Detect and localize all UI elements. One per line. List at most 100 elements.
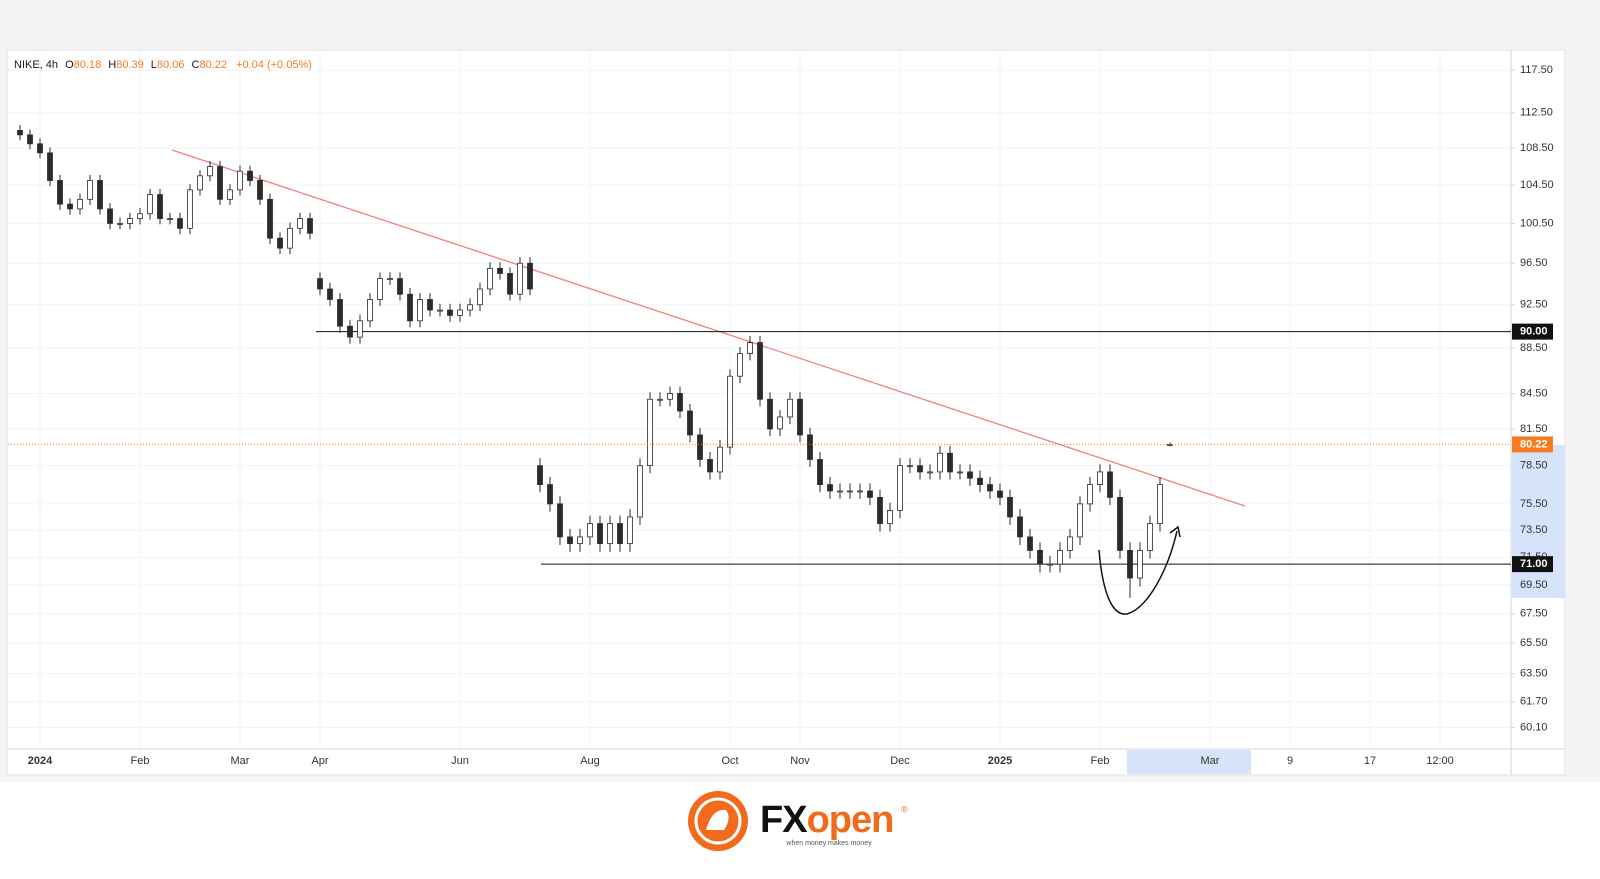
y-tick-label: 112.50 [1520,107,1553,119]
low-value: 80.06 [157,59,185,71]
x-tick-label: 2024 [28,755,53,767]
symbol: NIKE, 4h [14,59,58,71]
level-label: 90.00 [1520,326,1548,338]
candle-body [57,180,63,205]
ohlc-legend: NIKE, 4h O80.18 H80.39 L80.06 C80.22 +0.… [14,59,312,71]
brand: FXopen [760,799,893,841]
candle-body [127,218,133,224]
candle-body [87,180,93,200]
candle-body [887,509,893,524]
candle-body [397,278,403,295]
y-tick-label: 117.50 [1520,64,1553,76]
y-tick-label: 88.50 [1520,342,1548,354]
high-value: 80.39 [116,59,144,71]
candle-body [1047,563,1053,566]
logo-ring [694,797,742,845]
candle-body [727,375,733,448]
candle-body [677,393,683,412]
candle-body [967,471,973,479]
candle-body [1087,484,1093,505]
candle-body [197,175,203,191]
brand-right: open [807,799,894,841]
candle-body [467,304,473,311]
close-letter: C [192,59,200,71]
footer-logo: FXopen ® when money makes money [688,791,908,851]
candle-body [827,484,833,492]
brand-left: FX [760,799,808,841]
candle-body [757,342,763,400]
grid [8,50,1511,749]
level-label: 71.00 [1520,558,1548,570]
candle-body [307,218,313,234]
y-tick-label: 84.50 [1520,387,1548,399]
candle-body [77,198,83,210]
candle-body [237,170,243,191]
candle-body [987,484,993,492]
candle-body [427,299,433,311]
candle-body [107,208,113,224]
candle-body [977,477,983,485]
candle-body [877,497,883,524]
candle-body [617,523,623,545]
candle-body [287,227,293,249]
candle-body [897,465,903,511]
candle-body [227,189,233,200]
last-price-tag [1512,436,1553,453]
x-tick-label: Dec [890,755,910,767]
candle-body [137,213,143,219]
candle-body [387,278,393,281]
candle-body [37,143,43,154]
candle-body [917,465,923,473]
close-value: 80.22 [199,59,227,71]
footer-panel [0,782,1600,879]
x-tick-label: Feb [131,755,150,767]
candle-body [1027,536,1033,551]
level-tag [1512,556,1553,573]
candle-body [637,465,643,518]
candle-body [1127,550,1133,579]
candle-body [277,237,283,249]
candle-body [367,299,373,322]
x-tick-label: Aug [580,755,600,767]
candle-body [337,299,343,327]
chart-panel [6,49,1566,776]
candle-body [207,166,213,177]
candle-body [557,503,563,538]
candle-body [717,446,723,473]
candle-body [847,490,853,493]
candle-body [767,398,773,430]
candle-body [517,262,523,295]
low-letter: L [151,59,157,71]
x-tick-label: Mar [231,755,250,767]
candle-body [817,459,823,485]
rounding-arrow [1098,530,1178,615]
candle-body [297,218,303,229]
candle-body [167,218,173,220]
candle-body [937,452,943,473]
candle-body [697,434,703,460]
last-price-label: 80.22 [1520,438,1548,450]
change: +0.04 (+0.05%) [236,59,312,71]
candle-body [377,278,383,300]
candle-body [97,180,103,210]
candle-body [797,398,803,436]
candle-body [807,434,813,460]
y-tick-label: 96.50 [1520,257,1548,269]
candle-body [1097,471,1103,485]
candle-body [477,288,483,306]
candle-body [1017,516,1023,538]
x-tick-label: Oct [721,755,738,767]
candle-body [857,490,863,493]
open-value: 80.18 [74,59,102,71]
open-letter: O [65,59,74,71]
candle-body [457,309,463,316]
candle-body [947,452,953,473]
candle-body [267,198,273,239]
registered-mark: ® [901,804,908,814]
y-tick-label: 60.10 [1520,721,1548,733]
x-tick-label: Feb [1091,755,1110,767]
candle-body [657,398,663,401]
candle-body [117,223,123,225]
arrow-head [1169,525,1181,538]
y-tick-label: 73.50 [1520,524,1548,536]
